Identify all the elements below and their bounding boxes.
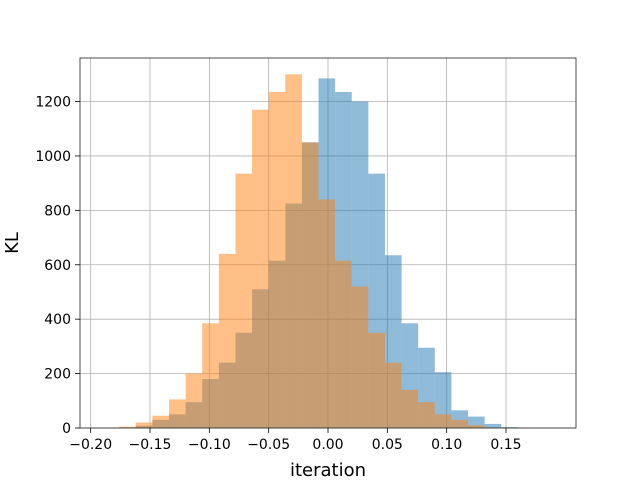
y-tick-label: 1000 (35, 149, 71, 165)
y-tick-label: 1200 (35, 95, 71, 111)
x-axis: −0.20 −0.15 −0.10 −0.05 0.00 0.05 0.10 0.15 (69, 428, 522, 453)
histogram-bar (252, 109, 269, 429)
histogram-bar (484, 423, 502, 428)
x-tick-label: 0.05 (372, 437, 403, 453)
histogram-bar (501, 427, 518, 428)
x-tick-label: −0.05 (247, 437, 290, 453)
y-tick-label: 600 (44, 258, 71, 274)
x-tick-label: 0.10 (431, 437, 462, 453)
histogram-bar (384, 362, 402, 428)
histogram-bar (168, 399, 186, 428)
x-tick-label: 0.15 (490, 437, 521, 453)
histogram-bar (335, 260, 352, 428)
y-tick-label: 0 (62, 421, 71, 437)
x-tick-label: 0.00 (312, 437, 343, 453)
y-tick-label: 800 (44, 203, 71, 219)
histogram-bar (202, 323, 219, 428)
histogram-bar (368, 332, 385, 428)
histogram-bar (235, 173, 253, 428)
histogram-bar (451, 419, 469, 428)
histogram-bar (401, 389, 419, 428)
histogram-bar (468, 416, 485, 428)
histogram-bar (152, 415, 169, 428)
histogram-bar (218, 253, 236, 428)
x-tick-label: −0.15 (129, 437, 172, 453)
histogram-bar (318, 199, 336, 428)
histogram-bar (418, 402, 435, 428)
histogram-bar (285, 74, 302, 428)
x-tick-label: −0.10 (188, 437, 231, 453)
histogram-bar (434, 414, 452, 428)
x-tick-label: −0.20 (69, 437, 112, 453)
histogram-bar (301, 142, 319, 428)
histogram-bar (351, 286, 369, 428)
histogram-bar (434, 372, 452, 428)
y-tick-label: 400 (44, 312, 71, 328)
histogram-bar (268, 92, 286, 428)
y-axis: 0 200 400 600 800 1000 1200 (35, 95, 80, 437)
histogram-bars (119, 74, 518, 429)
histogram-bar (468, 425, 485, 428)
histogram-bar (135, 422, 153, 428)
x-axis-label: iteration (290, 460, 366, 480)
histogram-bar (185, 373, 203, 428)
y-axis-label: KL (2, 232, 23, 254)
series-1 (119, 74, 485, 429)
histogram-bar (119, 426, 136, 428)
y-tick-label: 200 (44, 367, 71, 383)
